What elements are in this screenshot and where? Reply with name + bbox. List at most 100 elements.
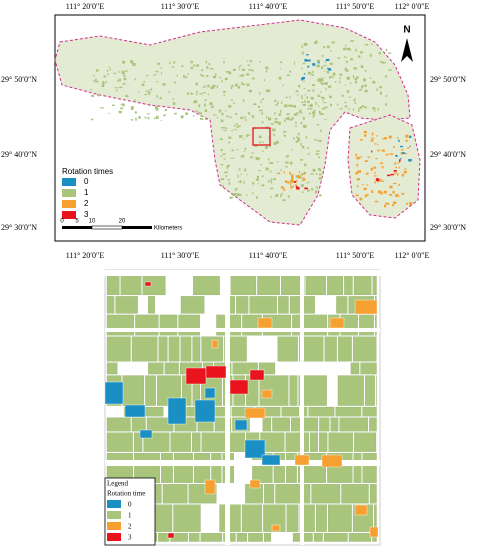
patch [339, 77, 340, 79]
patch [358, 170, 361, 173]
patch [389, 186, 392, 189]
legend-swatch [107, 511, 121, 519]
patch [239, 69, 240, 70]
patch [330, 104, 332, 106]
scale-tick: 20 [119, 219, 126, 225]
patch [203, 86, 205, 87]
patch [222, 127, 224, 128]
patch [371, 44, 373, 45]
patch [204, 99, 206, 100]
patch [306, 54, 308, 55]
patch [320, 82, 321, 84]
patch [187, 92, 189, 95]
patch [244, 169, 246, 172]
patch [238, 181, 239, 183]
patch [207, 85, 209, 88]
parcel [132, 337, 157, 362]
patch [100, 107, 103, 108]
parcel [331, 418, 338, 431]
patch [313, 115, 316, 117]
patch [122, 71, 125, 74]
patch [259, 110, 262, 111]
patch [402, 149, 403, 151]
patch [242, 69, 245, 71]
patch [333, 73, 336, 76]
patch [366, 194, 369, 196]
patch [122, 103, 124, 106]
patch [356, 77, 359, 79]
patch [173, 98, 174, 100]
patch [395, 172, 397, 173]
patch [201, 69, 203, 71]
rotation-patch [322, 455, 342, 467]
legend-label: 3 [128, 534, 132, 542]
patch [368, 157, 371, 158]
patch [271, 123, 274, 124]
patch [379, 86, 382, 88]
parcel [158, 533, 169, 541]
patch [259, 61, 260, 63]
patch [221, 127, 222, 128]
rotation-patch [168, 398, 186, 424]
bottom-lon-label: 111° 30′0″E [161, 251, 200, 260]
patch [248, 65, 250, 66]
patch [285, 118, 287, 119]
patch [407, 147, 409, 149]
left-lat-label: 29° 30′0″N [1, 223, 37, 232]
patch [374, 181, 375, 183]
patch [135, 111, 137, 113]
patch [322, 55, 324, 57]
patch [313, 89, 315, 92]
patch [242, 84, 245, 85]
top-lon-label: 111° 20′0″E [66, 2, 105, 11]
patch [93, 75, 94, 77]
patch [146, 75, 148, 77]
parcel [316, 505, 327, 532]
patch [226, 175, 227, 177]
patch [248, 69, 251, 70]
patch [117, 80, 118, 82]
patch [107, 73, 108, 75]
patch [317, 95, 319, 97]
patch [200, 116, 203, 117]
patch [386, 154, 389, 156]
parcel [107, 433, 133, 452]
patch [317, 140, 318, 141]
patch [157, 63, 160, 65]
patch [223, 91, 226, 93]
patch [329, 76, 330, 79]
rotation-patch [262, 455, 280, 465]
patch [142, 84, 145, 86]
patch [123, 83, 126, 85]
patch [384, 205, 386, 207]
patch [307, 190, 310, 192]
parcel [353, 337, 376, 362]
patch [258, 183, 259, 184]
patch [360, 51, 363, 53]
rotation-patch [145, 282, 151, 286]
patch [280, 195, 281, 198]
scale-segment [122, 226, 152, 229]
patch [389, 69, 392, 70]
patch [402, 174, 404, 177]
patch [382, 149, 385, 151]
rotation-patch [195, 400, 215, 422]
patch [350, 58, 353, 60]
rotation-patch [355, 300, 377, 314]
patch [261, 100, 262, 103]
right-lat-label: 29° 40′0″N [430, 150, 466, 159]
patch [315, 102, 316, 105]
parcel [171, 433, 191, 452]
patch [275, 194, 278, 197]
patch [230, 158, 233, 159]
patch [240, 180, 242, 183]
patch [302, 45, 303, 48]
patch [281, 186, 284, 188]
patch [243, 181, 244, 183]
patch [225, 110, 226, 111]
parcel [354, 453, 361, 483]
parcel [349, 533, 371, 541]
patch [322, 97, 324, 99]
patch [409, 202, 412, 205]
patch [301, 102, 303, 103]
